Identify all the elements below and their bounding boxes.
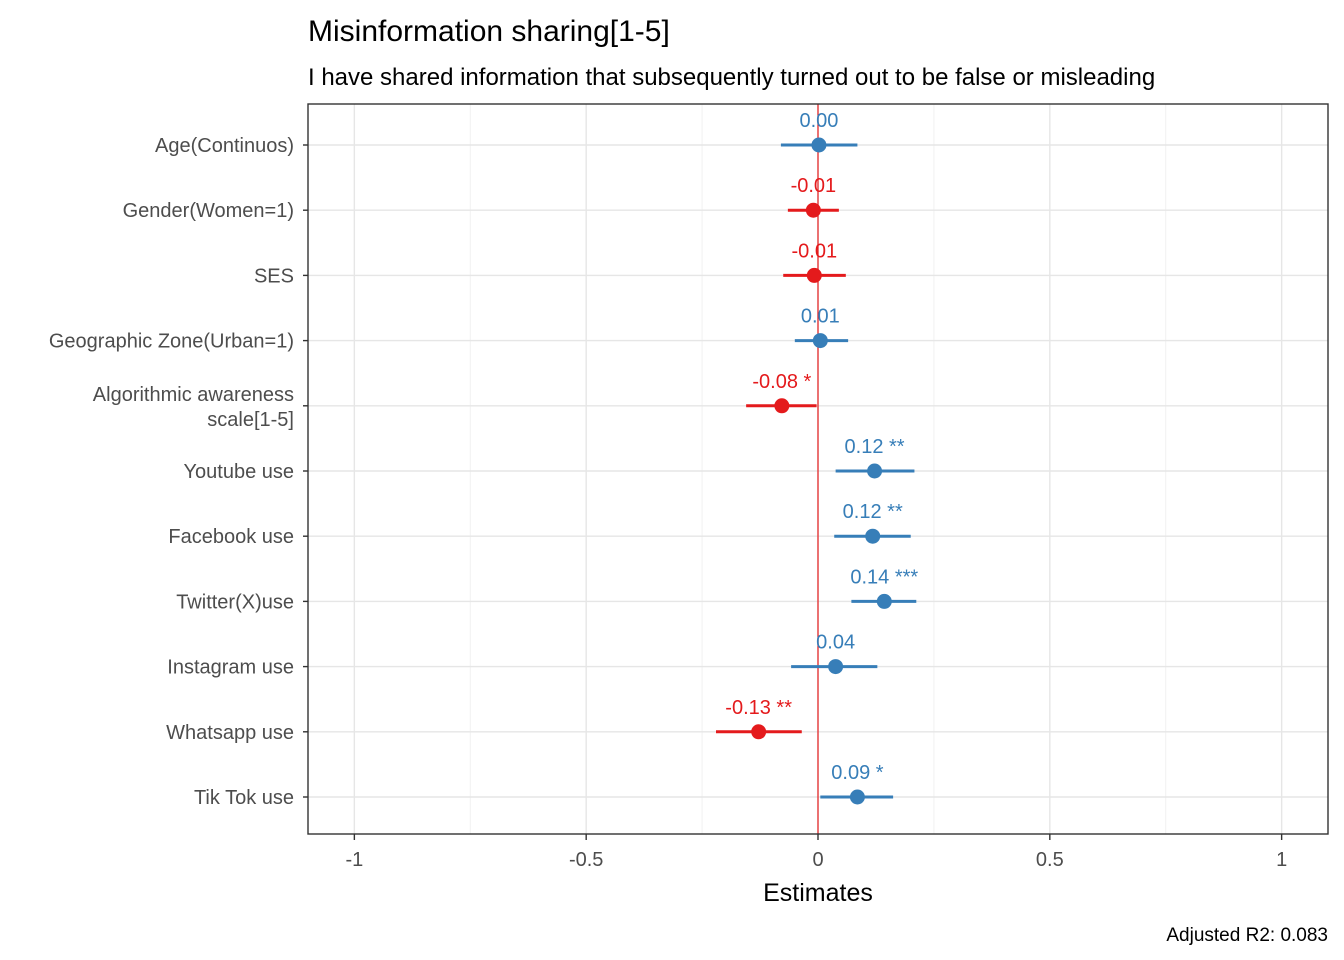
estimate-point	[865, 528, 881, 544]
estimate-point	[806, 267, 822, 283]
y-axis-label: SES	[254, 265, 294, 287]
estimate-point	[811, 137, 827, 153]
estimate-label: 0.01	[801, 306, 840, 328]
estimate-label: 0.04	[816, 632, 855, 654]
estimate-marks: 0.00 -0.01 -0.01 0.01 -0.08 * 0.12 ** 0.12 ** 0…	[716, 110, 918, 805]
y-axis-label: Algorithmic awareness	[93, 384, 294, 406]
estimate-label: 0.12 **	[843, 501, 903, 523]
estimate-label: -0.08 *	[752, 371, 811, 393]
estimate-label: -0.13 **	[725, 697, 792, 719]
chart-caption: Adjusted R2: 0.083	[1166, 925, 1328, 946]
y-axis-label: Facebook use	[168, 526, 294, 548]
x-tick-label: 1	[1276, 849, 1287, 871]
y-axis-label: Age(Continuos)	[155, 135, 294, 157]
chart-subtitle: I have shared information that subsequen…	[308, 64, 1155, 91]
estimate-label: -0.01	[791, 240, 837, 262]
x-tick-label: -1	[345, 849, 363, 871]
x-axis-title: Estimates	[763, 879, 873, 907]
estimate-label: 0.09 *	[831, 762, 883, 784]
y-axis-label: Whatsapp use	[166, 722, 294, 744]
estimate-point	[876, 593, 892, 609]
y-axis-label: scale[1-5]	[207, 409, 294, 431]
y-axis-label: Geographic Zone(Urban=1)	[49, 331, 294, 353]
y-axis-label: Twitter(X)use	[176, 591, 294, 613]
estimate-label: 0.14 ***	[850, 566, 918, 588]
estimate-point	[805, 202, 821, 218]
estimate-point	[828, 659, 844, 675]
estimate-label: -0.01	[791, 175, 837, 197]
x-tick-label: 0	[812, 849, 823, 871]
y-axis-label: Tik Tok use	[194, 787, 294, 809]
estimate-label: 0.12 **	[845, 436, 905, 458]
estimate-point	[774, 398, 790, 414]
estimate-point	[751, 724, 767, 740]
x-tick-label: 0.5	[1036, 849, 1064, 871]
estimate-point	[867, 463, 883, 479]
estimate-label: 0.00	[799, 110, 838, 132]
estimate-point	[849, 789, 865, 805]
y-axis-label: Gender(Women=1)	[123, 200, 294, 222]
y-axis-label: Instagram use	[167, 657, 294, 679]
y-axis-label: Youtube use	[184, 461, 294, 483]
x-axis: -1 -0.5 0 0.5 1	[345, 834, 1287, 871]
y-axis-labels: Age(Continuos) Gender(Women=1) SES Geograph…	[49, 135, 308, 809]
x-tick-label: -0.5	[569, 849, 603, 871]
estimate-point	[812, 333, 828, 349]
chart-title: Misinformation sharing[1-5]	[308, 15, 670, 48]
